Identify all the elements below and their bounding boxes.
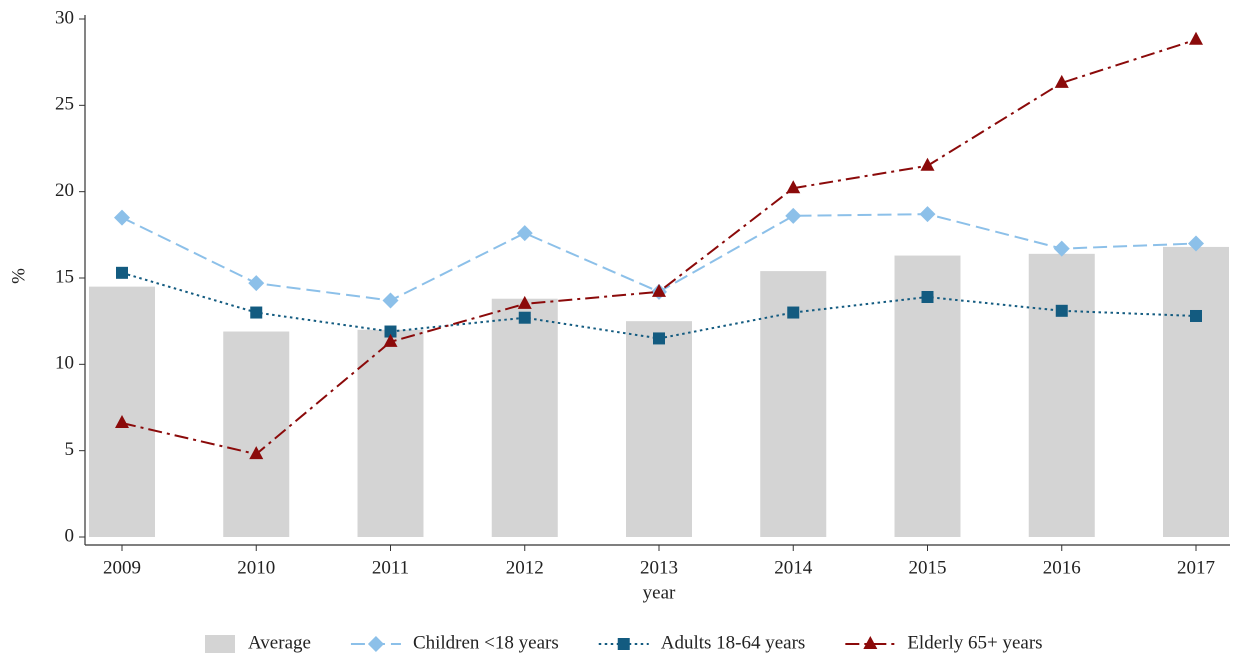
- marker: [1053, 240, 1070, 257]
- marker: [653, 332, 665, 345]
- bar: [89, 286, 155, 537]
- y-tick-label: 10: [55, 353, 74, 374]
- marker: [114, 209, 130, 226]
- x-tick-label: 2014: [774, 557, 813, 578]
- marker: [516, 225, 533, 242]
- x-tick-label: 2015: [909, 557, 947, 578]
- marker: [248, 275, 265, 292]
- bar: [1028, 253, 1095, 537]
- legend-label: Elderly 65+ years: [907, 632, 1042, 653]
- y-tick-label: 25: [55, 94, 74, 115]
- marker: [1054, 74, 1069, 88]
- x-tick-label: 2010: [237, 557, 275, 578]
- marker: [652, 283, 666, 297]
- legend-marker: [617, 638, 630, 650]
- bar: [491, 298, 558, 537]
- marker: [920, 157, 935, 171]
- marker: [115, 415, 129, 429]
- marker: [1190, 309, 1202, 322]
- legend-label: Average: [248, 632, 311, 653]
- marker: [1055, 304, 1068, 317]
- marker: [517, 295, 532, 309]
- marker: [787, 306, 800, 319]
- marker: [250, 306, 263, 319]
- marker: [1189, 31, 1203, 45]
- bar: [357, 329, 424, 537]
- y-tick-label: 5: [65, 439, 75, 460]
- marker: [384, 325, 397, 338]
- y-axis-label: %: [8, 268, 29, 284]
- legend-marker: [367, 636, 384, 652]
- legend-swatch: [205, 635, 235, 653]
- marker: [919, 206, 936, 223]
- y-tick-label: 0: [65, 525, 75, 546]
- x-axis-label: year: [643, 582, 676, 603]
- marker: [1188, 235, 1204, 252]
- marker: [249, 446, 264, 460]
- x-tick-label: 2009: [103, 557, 141, 578]
- marker: [786, 180, 801, 194]
- marker: [382, 292, 399, 309]
- marker: [383, 333, 398, 347]
- bar: [626, 321, 692, 537]
- bar: [1163, 246, 1229, 538]
- marker: [785, 207, 802, 224]
- x-tick-label: 2011: [372, 557, 409, 578]
- x-tick-label: 2012: [506, 557, 544, 578]
- bar: [223, 331, 290, 537]
- marker: [116, 266, 128, 279]
- marker: [921, 290, 934, 303]
- x-tick-label: 2016: [1043, 557, 1081, 578]
- x-tick-label: 2013: [640, 557, 678, 578]
- legend-marker: [863, 636, 878, 649]
- y-tick-label: 20: [55, 180, 74, 201]
- y-tick-label: 30: [55, 7, 74, 28]
- x-tick-label: 2017: [1177, 557, 1215, 578]
- legend-label: Children <18 years: [413, 632, 559, 653]
- y-tick-label: 15: [55, 266, 74, 287]
- marker: [518, 311, 531, 324]
- legend-label: Adults 18-64 years: [661, 632, 806, 653]
